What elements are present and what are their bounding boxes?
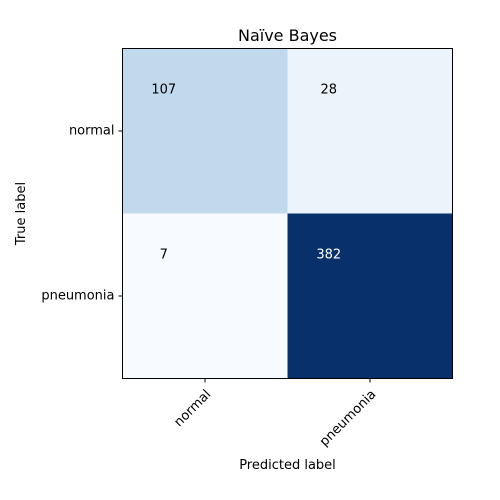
matrix-cell-pneumonia-normal [122, 213, 288, 379]
cell-value-label: 7 [160, 247, 168, 262]
x-tick-label: pneumonia [317, 387, 379, 449]
cell-value-label: 28 [320, 82, 337, 97]
plot-frame [122, 48, 453, 379]
matrix-cell-normal-normal [122, 48, 288, 214]
y-tick-label: pneumonia [41, 289, 114, 304]
x-axis-label: Predicted label [239, 458, 336, 473]
matrix-cell-pneumonia-pneumonia [287, 213, 453, 379]
chart-title: Naïve Bayes [238, 26, 337, 45]
cell-value-label: 382 [316, 247, 341, 262]
matrix-cell-labels: 107 28 7 382 [151, 82, 341, 262]
y-tick-label: normal [69, 124, 115, 139]
matrix-cell-normal-pneumonia [287, 48, 453, 214]
x-axis-ticks: normal pneumonia [171, 378, 379, 450]
y-axis-label: True label [14, 182, 29, 246]
y-axis-ticks: normal pneumonia [41, 124, 123, 304]
cell-value-label: 107 [151, 82, 176, 97]
x-tick-label: normal [171, 387, 214, 430]
matrix-cells [122, 48, 453, 379]
